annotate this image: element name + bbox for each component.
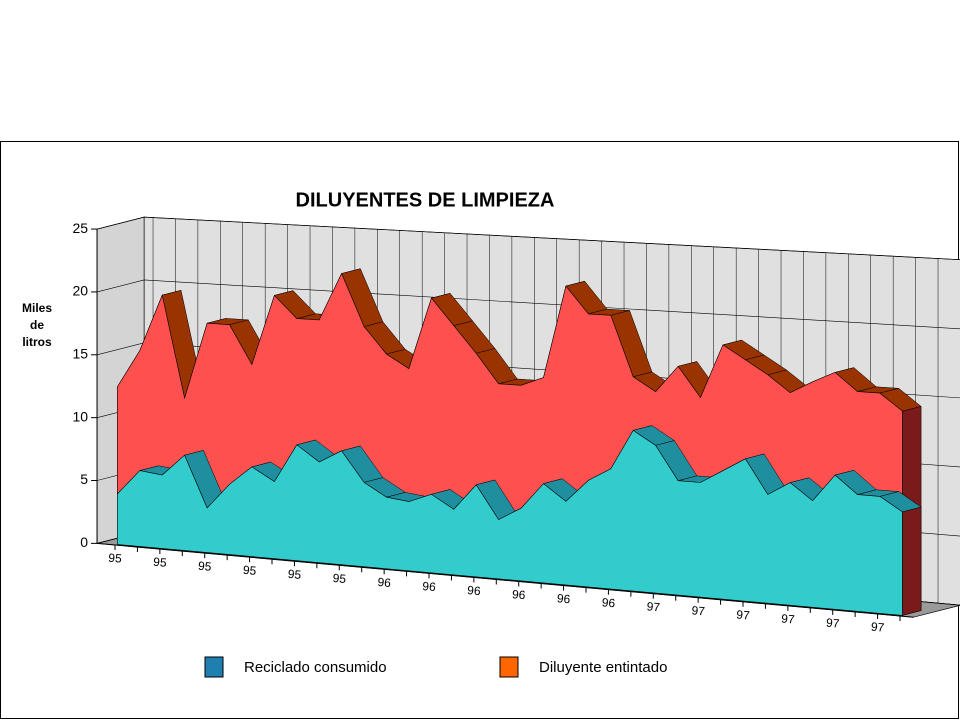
- chart-title: DILUYENTES DE LIMPIEZA: [296, 189, 555, 211]
- y-tick-label: 25: [72, 220, 88, 236]
- x-tick-label: 97: [691, 603, 706, 618]
- grid-line: [97, 216, 960, 260]
- y-tick-label: 20: [72, 283, 88, 299]
- area-side: [902, 506, 922, 616]
- area: [117, 429, 903, 616]
- x-tick-label: 95: [332, 571, 347, 586]
- grid-line: [97, 279, 960, 330]
- x-tick-label: 95: [198, 559, 213, 574]
- legend-swatch: [204, 656, 224, 678]
- legend-swatch: [499, 656, 519, 678]
- x-tick-label: 96: [467, 583, 482, 598]
- x-tick-label: 97: [781, 611, 796, 626]
- plot: 0510152025095959595959596969696969697979…: [72, 216, 960, 635]
- x-tick-label: 97: [826, 616, 841, 631]
- x-tick-label: 95: [287, 567, 302, 582]
- x-tick-label: 97: [646, 599, 661, 614]
- x-tick-label: 95: [108, 551, 123, 566]
- legend-label: Diluyente entintado: [539, 659, 667, 676]
- x-tick-label: 97: [736, 607, 751, 622]
- x-axis: [97, 542, 914, 618]
- y-axis-label: Miles de litros: [21, 301, 52, 349]
- x-tick-label: 96: [601, 595, 616, 610]
- x-tick-label: 95: [242, 563, 257, 578]
- y-tick-label: 15: [72, 345, 88, 361]
- y-tick-label: 5: [80, 471, 88, 487]
- x-tick-label: 96: [512, 587, 527, 602]
- x-tick-label: 96: [556, 591, 571, 606]
- y-tick-label: 0: [80, 534, 88, 550]
- y-tick-label: 10: [72, 408, 88, 424]
- x-tick-label: 96: [377, 575, 392, 590]
- x-tick-label: 97: [870, 620, 885, 635]
- x-tick-label: 95: [153, 555, 168, 570]
- legend-label: Reciclado consumido: [244, 659, 387, 676]
- x-tick-label: 96: [422, 579, 437, 594]
